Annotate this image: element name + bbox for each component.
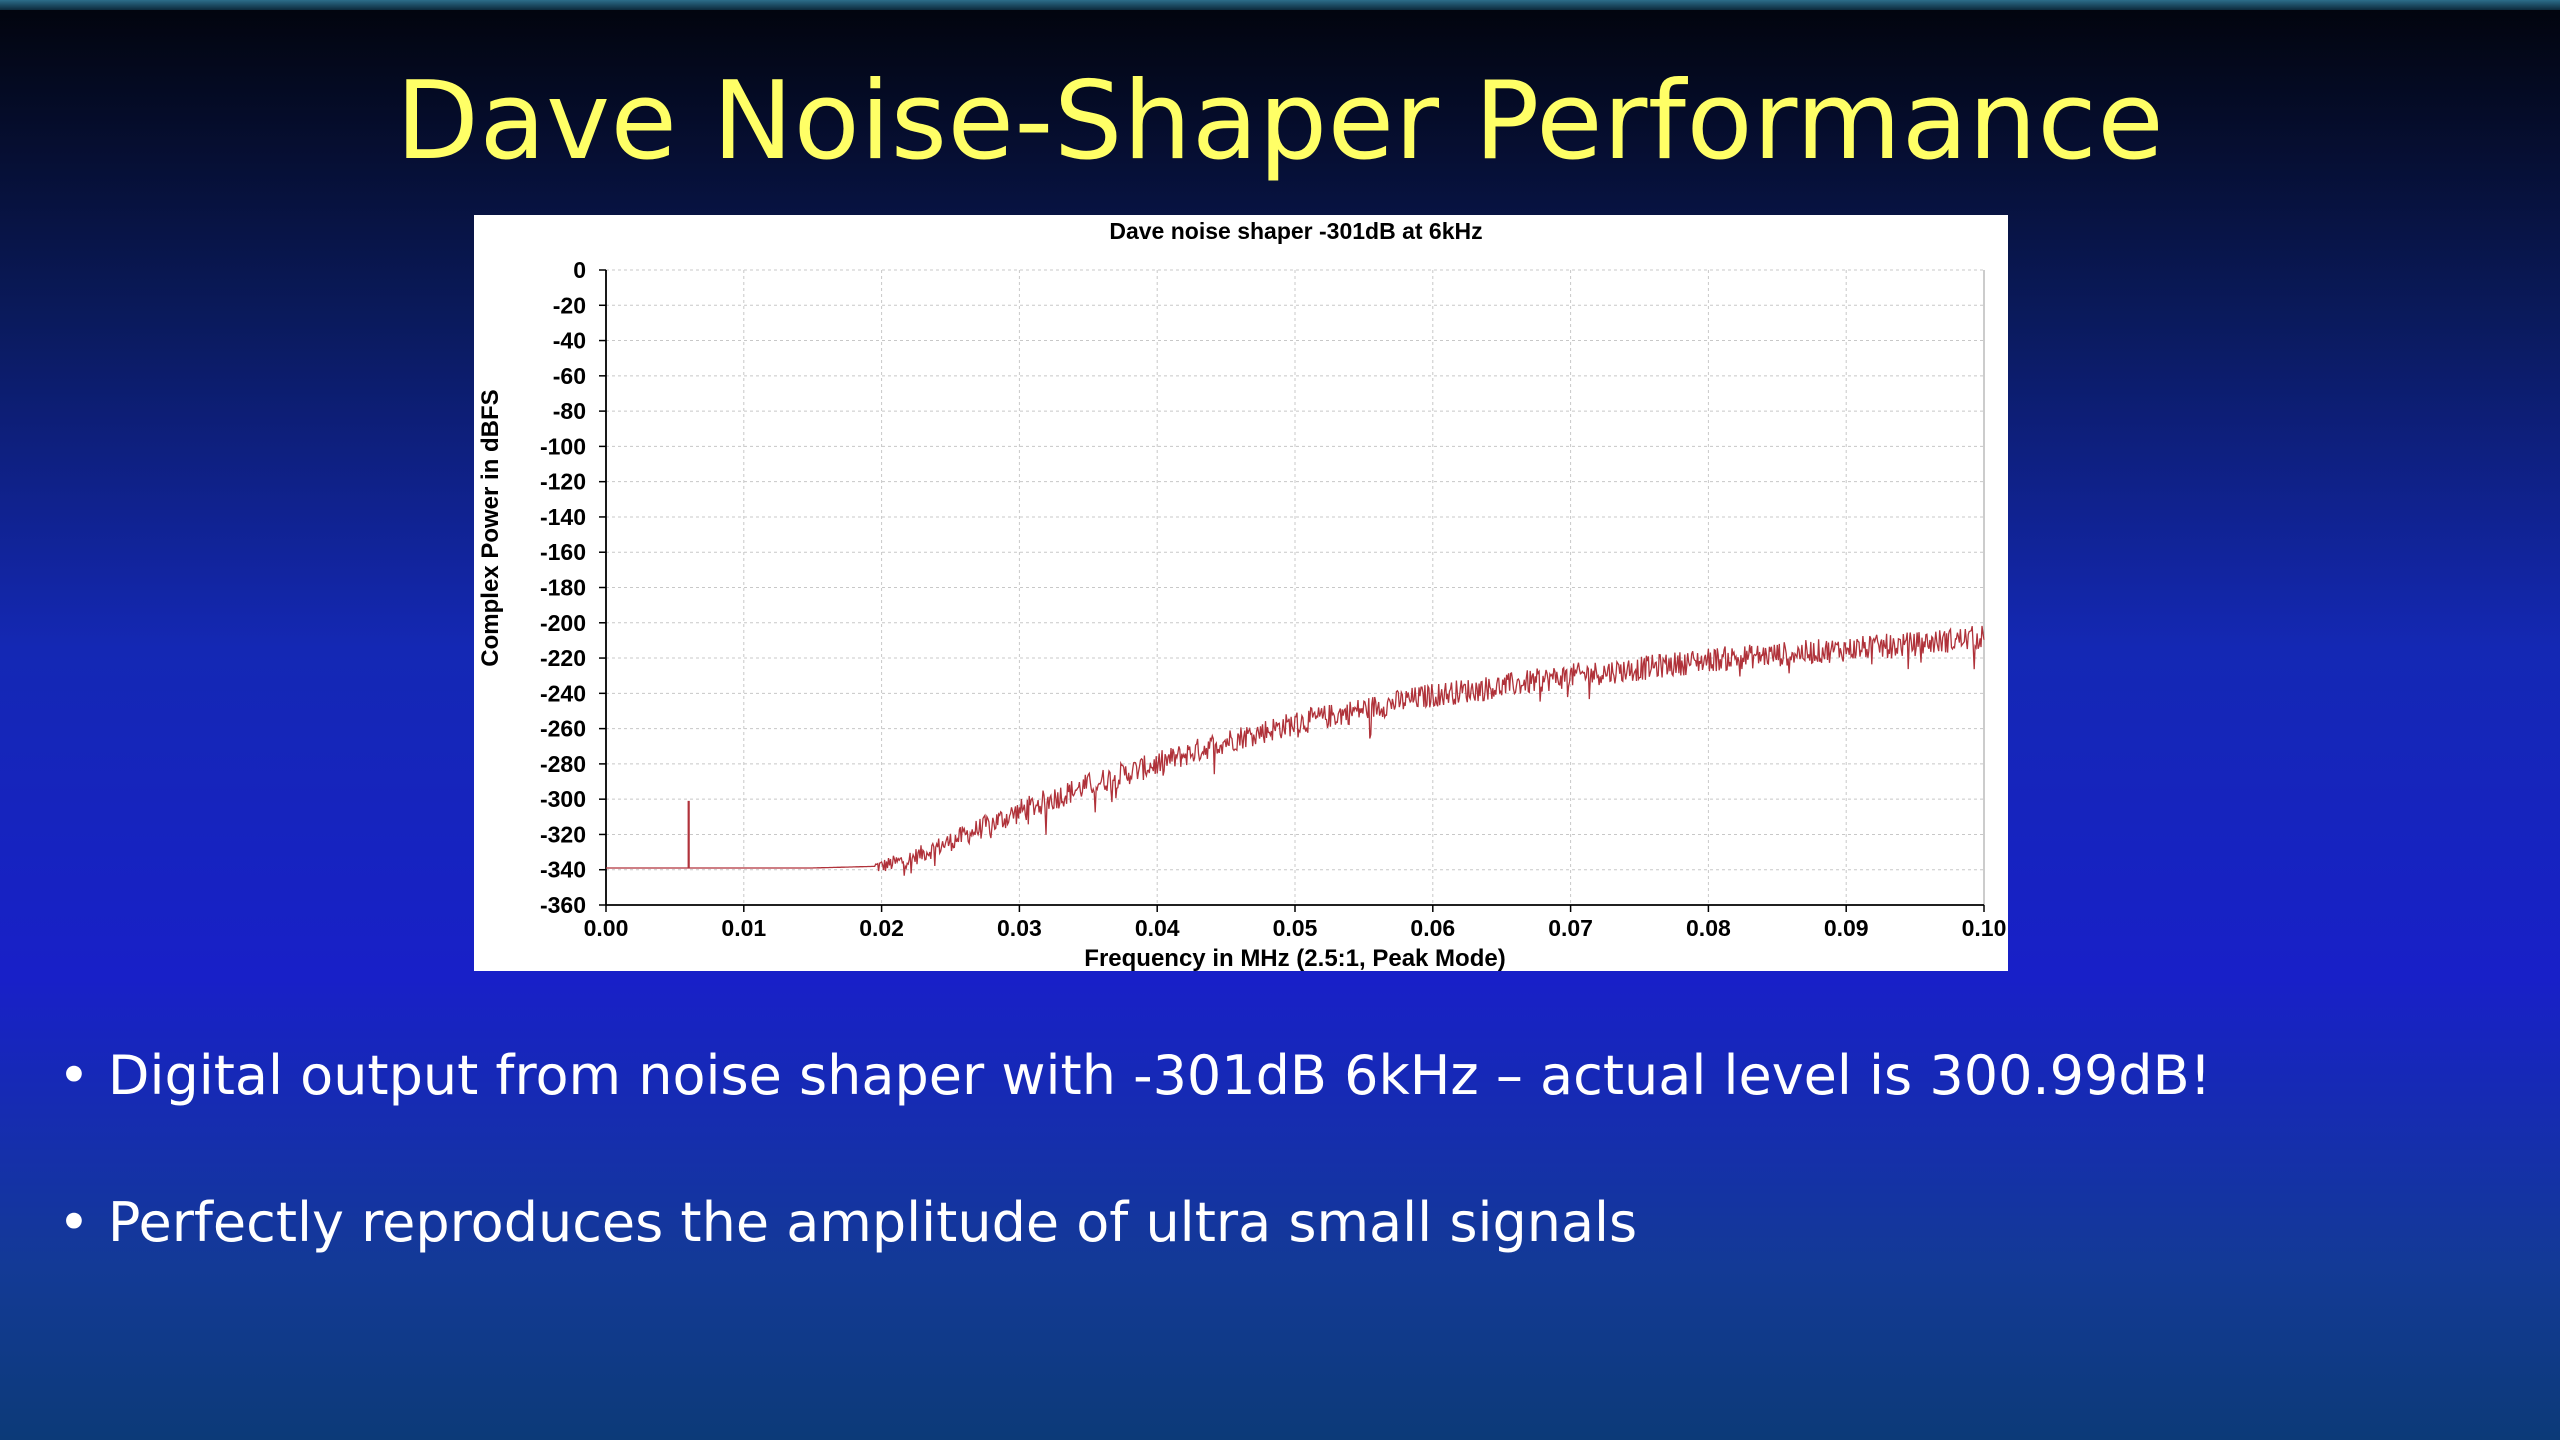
- x-tick-label: 0.00: [584, 915, 629, 941]
- y-tick-label: -300: [540, 786, 586, 812]
- x-tick-label: 0.10: [1962, 915, 2007, 941]
- slide-title: Dave Noise-Shaper Performance: [395, 59, 2165, 184]
- x-tick-label: 0.06: [1410, 915, 1455, 941]
- trace-layer: [606, 625, 1985, 876]
- y-tick-label: -360: [540, 892, 586, 918]
- y-tick-label: -220: [540, 645, 586, 671]
- bullet-1: • Digital output from noise shaper with -…: [58, 1041, 2211, 1111]
- chart-y-axis-label: Complex Power in dBFS: [477, 389, 504, 666]
- noise-shaper-chart: 0.00 0.01 0.02 0.03 0.04 0.05 0.06 0.07 0.08 0.09…: [477, 218, 2006, 971]
- y-tick-label: -120: [540, 469, 586, 495]
- y-tick-label: -240: [540, 680, 586, 706]
- x-tick-label: 0.09: [1824, 915, 1869, 941]
- bullet-1-text: Digital output from noise shaper with -3…: [107, 1044, 2212, 1107]
- y-tick-label: -200: [540, 610, 586, 636]
- bullet-2: • Perfectly reproduces the amplitude of u…: [58, 1188, 1637, 1258]
- y-tick-label: -280: [540, 751, 586, 777]
- y-tick-label: -80: [553, 398, 586, 424]
- x-tick-label: 0.02: [859, 915, 904, 941]
- chart-panel: 0.00 0.01 0.02 0.03 0.04 0.05 0.06 0.07 0.08 0.09…: [474, 215, 2008, 971]
- y-tick-label: -60: [553, 363, 586, 389]
- grid-layer: [606, 269, 1985, 905]
- y-tick-label: -320: [540, 821, 586, 847]
- x-tick-label: 0.01: [721, 915, 766, 941]
- chart-x-axis-label: Frequency in MHz (2.5:1, Peak Mode): [1084, 945, 1505, 971]
- y-tick-label: -20: [553, 292, 586, 318]
- x-tick-label: 0.08: [1686, 915, 1731, 941]
- y-tick-label: -100: [540, 433, 586, 459]
- y-tick-label: -140: [540, 504, 586, 530]
- y-tick-label: -340: [540, 857, 586, 883]
- y-tick-label: 0: [573, 257, 586, 283]
- top-accent-bar: [0, 0, 2560, 10]
- x-tick-label: 0.07: [1548, 915, 1593, 941]
- x-tick-label: 0.05: [1273, 915, 1318, 941]
- axis-layer: [599, 269, 1985, 912]
- chart-title: Dave noise shaper -301dB at 6kHz: [1109, 218, 1482, 244]
- tick-layer: 0.00 0.01 0.02 0.03 0.04 0.05 0.06 0.07 0.08 0.09…: [540, 257, 2006, 941]
- bullet-dot-icon: •: [58, 1191, 90, 1254]
- bullet-dot-icon: •: [58, 1044, 90, 1107]
- y-tick-label: -180: [540, 575, 586, 601]
- y-tick-label: -40: [553, 328, 586, 354]
- y-tick-label: -160: [540, 539, 586, 565]
- y-tick-label: -260: [540, 716, 586, 742]
- x-tick-label: 0.03: [997, 915, 1042, 941]
- bullet-2-text: Perfectly reproduces the amplitude of ul…: [107, 1191, 1638, 1254]
- noise-trace: [606, 625, 1985, 876]
- x-tick-label: 0.04: [1135, 915, 1180, 941]
